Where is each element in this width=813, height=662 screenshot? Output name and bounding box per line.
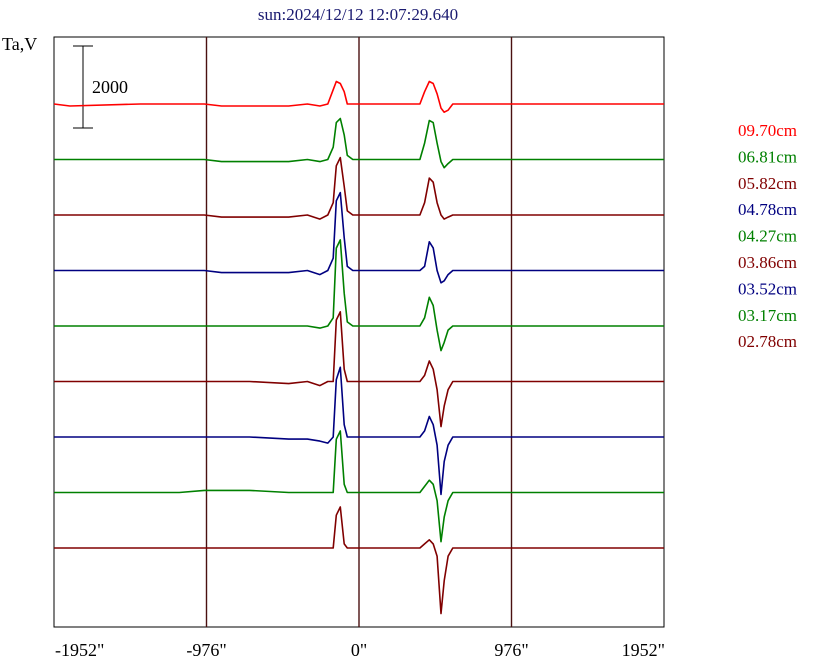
series-layer (53, 80, 664, 615)
legend-entry: 04.27cm (738, 227, 797, 246)
x-tick-labels: -1952" -976" 0" 976" 1952" (55, 640, 665, 660)
series-line-6 (54, 366, 664, 496)
series-line-0 (53, 80, 664, 113)
x-tick-label: -976" (186, 640, 226, 660)
legend-entry: 03.86cm (738, 253, 797, 272)
legend-entry: 02.78cm (738, 332, 797, 351)
legend-entry: 04.78cm (738, 200, 797, 219)
series-line-1 (54, 117, 664, 169)
series-line-2 (54, 156, 664, 220)
legend-entry: 05.82cm (738, 174, 797, 193)
series-line-4 (54, 239, 664, 352)
x-tick-label: 1952" (622, 640, 665, 660)
series-line-5 (54, 310, 664, 428)
legend-entry: 03.17cm (738, 306, 797, 325)
series-line-8 (54, 506, 664, 615)
legend-entry: 03.52cm (738, 279, 797, 298)
y-axis-label: Ta,V (2, 34, 37, 54)
series-line-3 (54, 191, 664, 284)
x-tick-label: 0" (351, 640, 367, 660)
vertical-guides (205, 37, 513, 627)
scale-bar: 2000 (73, 45, 128, 129)
chart-title: sun:2024/12/12 12:07:29.640 (258, 5, 458, 24)
x-tick-label: 976" (494, 640, 528, 660)
x-tick-label: -1952" (55, 640, 104, 660)
legend-entry: 09.70cm (738, 121, 797, 140)
legend-entry: 06.81cm (738, 147, 797, 166)
series-line-7 (54, 430, 664, 543)
scale-bar-label: 2000 (92, 77, 128, 97)
legend: 09.70cm 06.81cm 05.82cm 04.78cm 04.27cm 03.86… (738, 121, 797, 351)
